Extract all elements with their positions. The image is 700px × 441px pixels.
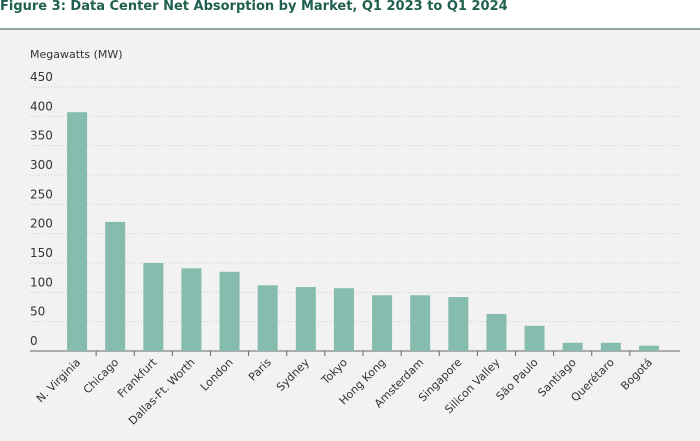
- y-tick-label: 200: [30, 217, 53, 231]
- y-tick-label: 300: [30, 158, 53, 172]
- bar: [257, 285, 278, 351]
- y-tick-label: 100: [30, 275, 53, 289]
- bar: [562, 342, 583, 351]
- bar: [524, 325, 545, 351]
- bar: [295, 287, 316, 351]
- y-tick-label: 150: [30, 246, 53, 260]
- bar: [410, 295, 431, 351]
- y-tick-label: 250: [30, 187, 53, 201]
- bar: [448, 297, 469, 351]
- y-tick-label: 0: [30, 334, 38, 348]
- bar: [219, 271, 240, 351]
- bar: [372, 295, 393, 351]
- bar: [486, 314, 507, 351]
- y-tick-label: 350: [30, 129, 53, 143]
- y-tick-label: 50: [30, 305, 45, 319]
- bar: [333, 288, 354, 351]
- y-tick-label: 450: [30, 70, 53, 84]
- bar: [105, 221, 126, 351]
- bar: [181, 268, 202, 351]
- bar: [143, 263, 164, 351]
- bar: [638, 345, 659, 351]
- y-tick-label: 400: [30, 99, 53, 113]
- chart-title: Figure 3: Data Center Net Absorption by …: [0, 0, 508, 14]
- y-axis-label: Megawatts (MW): [30, 48, 123, 61]
- bar: [67, 112, 88, 351]
- bar: [600, 342, 621, 351]
